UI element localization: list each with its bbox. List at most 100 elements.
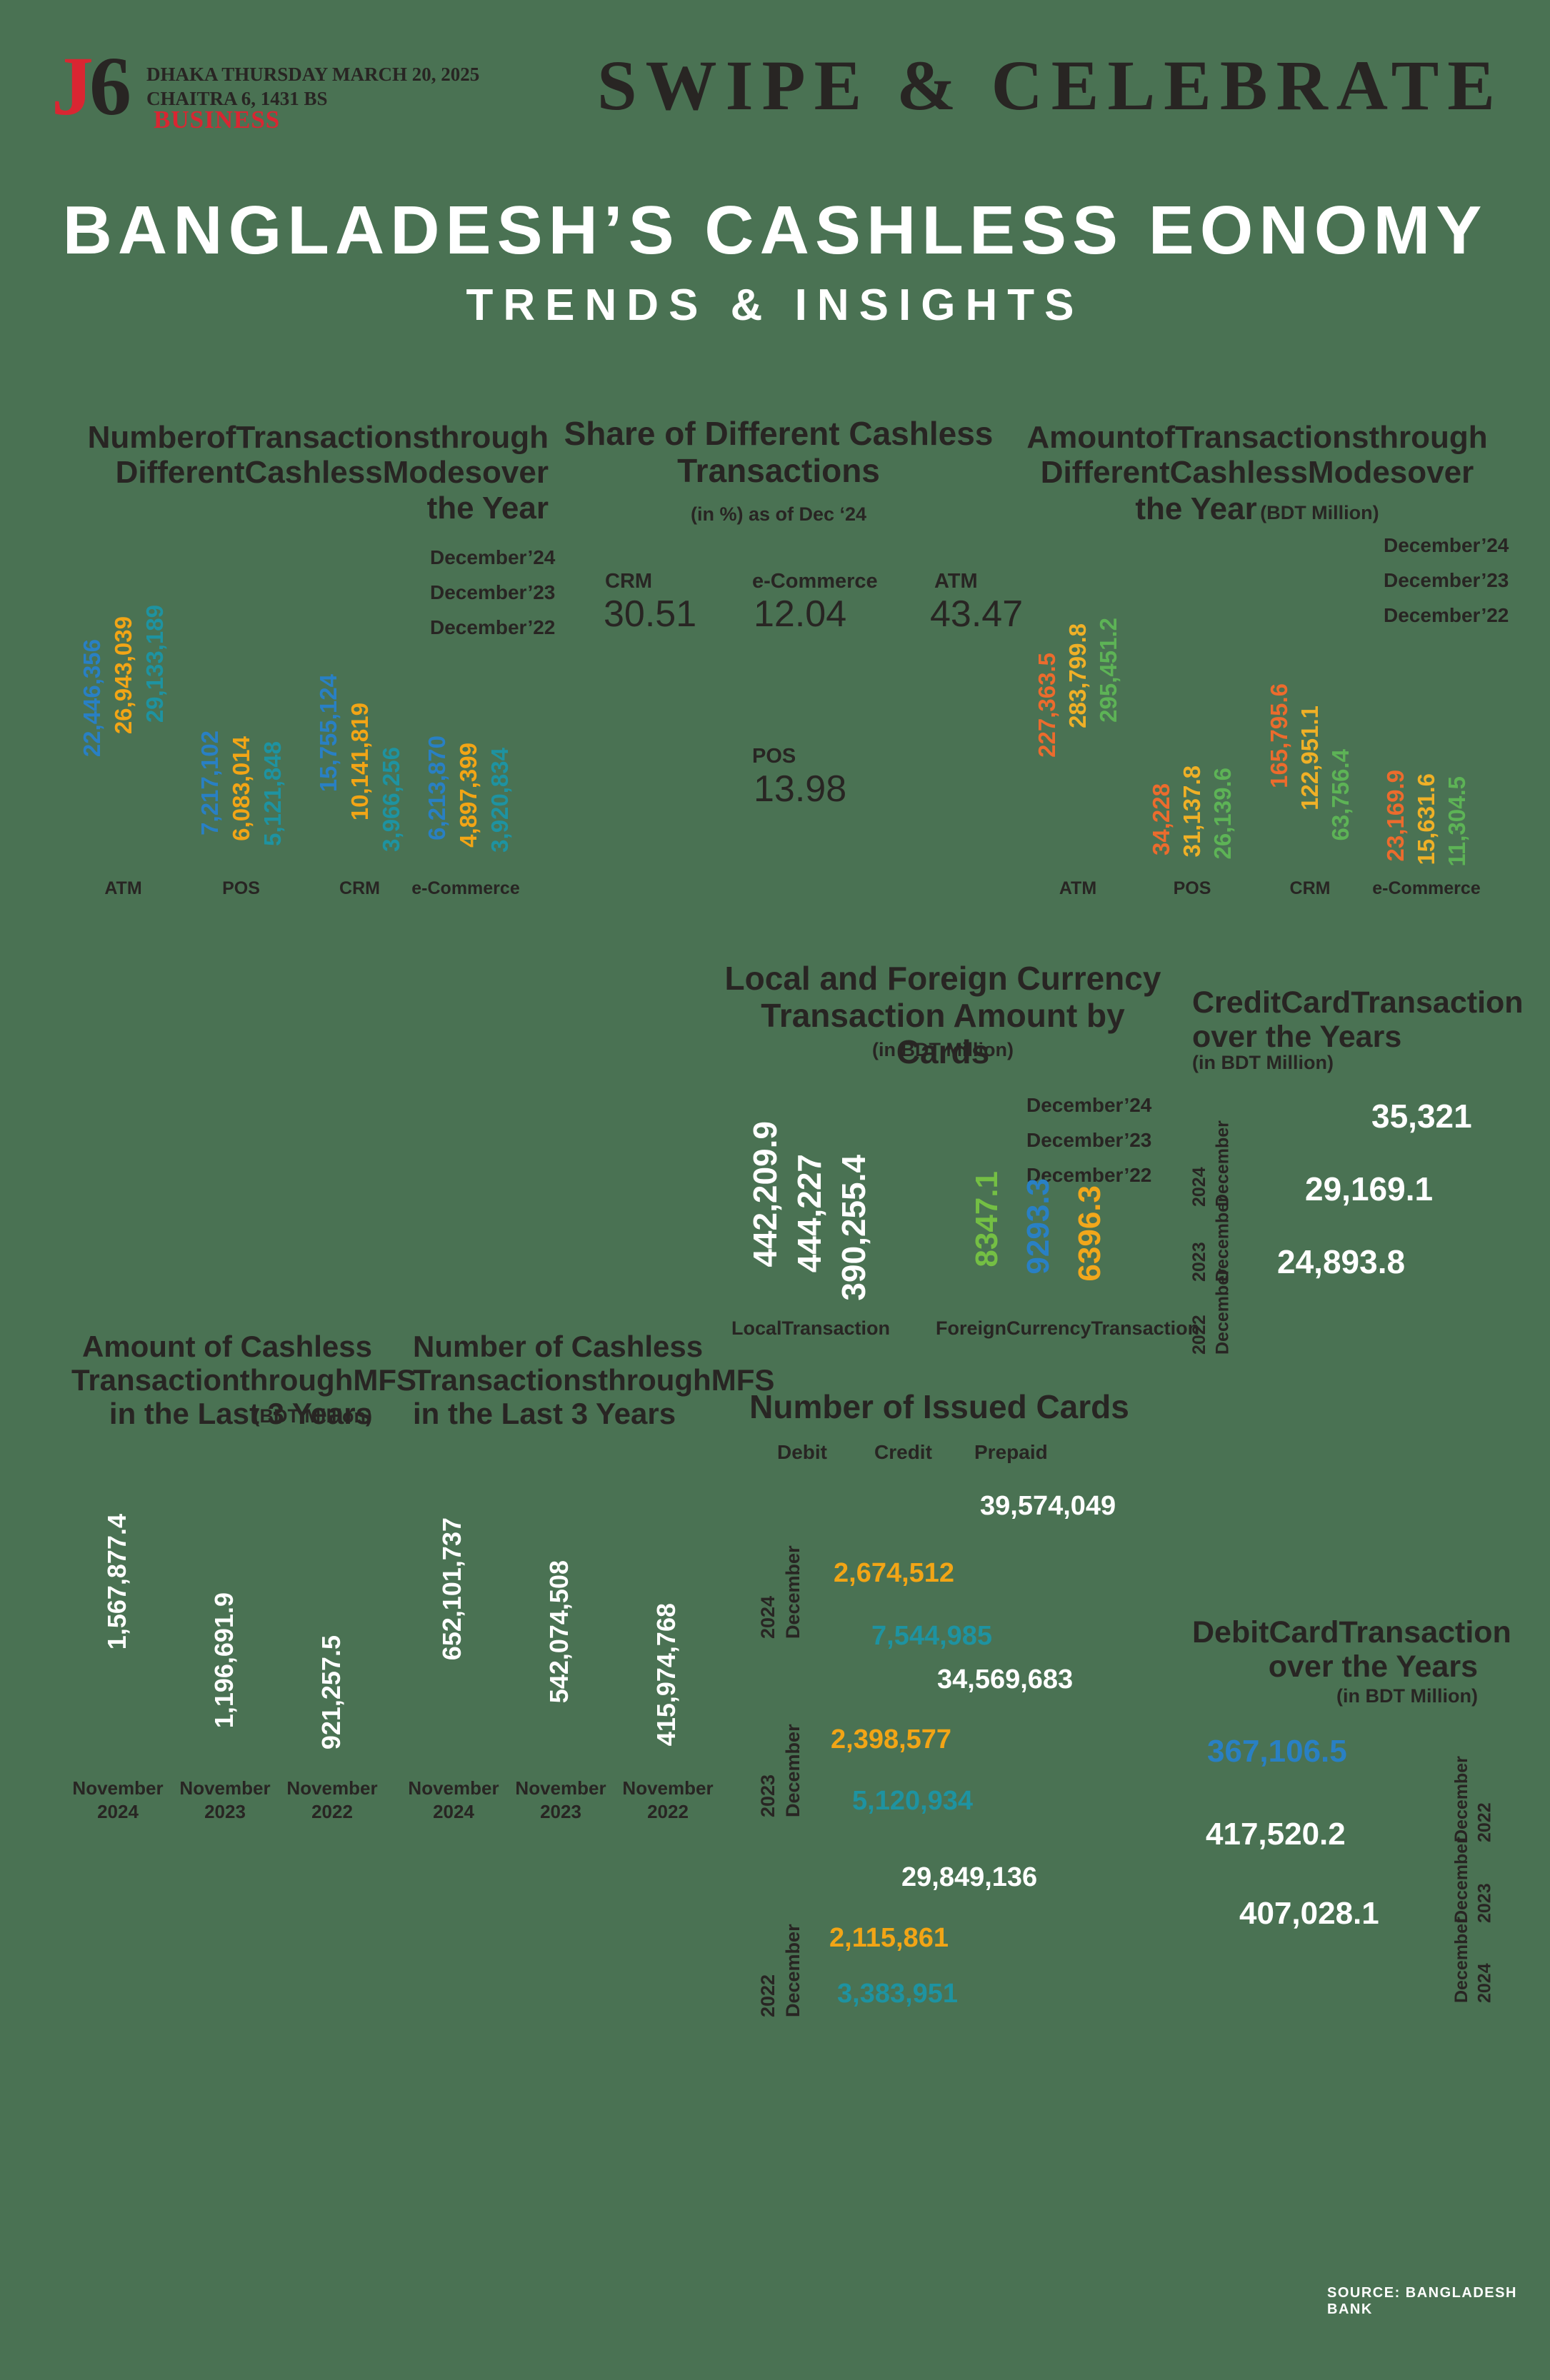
legend-item: December’22 (430, 616, 556, 638)
page-code: J6 (51, 44, 131, 129)
row-label-2024: December 2024 (1451, 1917, 1495, 2003)
bar-value: 5,121,848 (259, 741, 286, 846)
bar-value: 26,943,039 (110, 616, 136, 734)
bar-group-atm: 227,363.5 283,799.8 295,451.2 (1034, 537, 1121, 873)
chart-legend: December’24 December’23 December’22 (430, 546, 555, 651)
chart-unit: (in BDT Million) (1192, 1052, 1334, 1073)
page-title: BANGLADESH’S CASHLESS EONOMY (62, 192, 1488, 268)
legend-item: December’24 (430, 546, 556, 568)
legend-item: December’22 (1384, 604, 1509, 626)
legend-item: December’24 (1026, 1094, 1152, 1116)
row-label-2022: December 2022 (757, 1924, 804, 2017)
chart-legend: December’24 December’23 December’22 (1384, 534, 1509, 639)
column-header-prepaid: Prepaid (974, 1441, 1048, 1463)
credit-2022: 2,115,861 (829, 1923, 949, 1953)
legend-item: December’24 (1384, 534, 1509, 556)
bar-group-crm: 15,755,124 10,141,819 3,966,256 (315, 537, 404, 873)
row-value-2023: 417,520.2 (1206, 1817, 1346, 1852)
bar-value: 227,363.5 (1034, 653, 1060, 758)
axis-label-crm: CRM (1289, 878, 1331, 898)
bar-value: 29,133,189 (141, 604, 168, 723)
bar-value: 444,227 (791, 1153, 828, 1272)
legend-item: December’22 (1026, 1164, 1152, 1186)
bar-value: 442,209.9 (746, 1121, 784, 1267)
bar-value: 6,083,014 (228, 736, 254, 841)
bar-group-crm: 165,795.6 122,951.1 63,756.4 (1266, 537, 1354, 873)
axis-label-crm: CRM (339, 878, 380, 898)
chart-unit: (BDT Million) (253, 1405, 372, 1427)
chart-title: Local and Foreign Currency Transaction A… (724, 960, 1161, 1071)
bar-group-atm: 22,446,356 26,943,039 29,133,189 (79, 537, 168, 873)
legend-item: December’23 (430, 581, 556, 603)
bar-group-ecommerce: 23,169.9 15,631.6 11,304.5 (1382, 537, 1470, 873)
bar-value: 9293.3 (1021, 1178, 1056, 1275)
row-label-2022: December 2022 (1189, 1268, 1233, 1355)
chart-title: Number of Cashless TransactionsthroughMF… (413, 1330, 775, 1431)
bar-value: 921,257.5 (316, 1635, 346, 1749)
bar-value: 1,567,877.4 (102, 1513, 131, 1650)
chart-title: DebitCardTransaction over the Years (1192, 1615, 1511, 1684)
bar-group-ecommerce: 6,213,870 4,897,399 3,920,834 (424, 537, 513, 873)
row-value-2024: 407,028.1 (1239, 1896, 1379, 1931)
bar-value: 15,755,124 (315, 673, 341, 792)
bar-value: 3,920,834 (486, 748, 513, 853)
axis-label-nov24: November 2024 (72, 1777, 164, 1822)
bar-group-mfs-count: 652,101,737 542,074,508 415,974,768 (437, 1428, 681, 1757)
bar-value: 295,451.2 (1095, 618, 1121, 723)
bar-value: 542,074,508 (544, 1560, 574, 1703)
bar-value: 415,974,768 (651, 1602, 681, 1746)
bar-group-pos: 34,228 31,137.8 26,139.6 (1148, 537, 1236, 873)
bar-value: 283,799.8 (1064, 623, 1091, 728)
bar-value: 652,101,737 (437, 1517, 466, 1660)
bar-value: 26,139.6 (1209, 767, 1236, 859)
axis-label-ecommerce: e-Commerce (1372, 878, 1481, 898)
row-value-2022: 367,106.5 (1207, 1734, 1347, 1769)
share-value-pos: 13.98 (754, 768, 847, 810)
legend-item: December’23 (1384, 569, 1509, 591)
bar-value: 63,756.4 (1327, 748, 1354, 840)
bar-value: 7,217,102 (196, 730, 223, 835)
axis-label-pos: POS (1173, 878, 1211, 898)
share-label-atm: ATM (934, 570, 978, 593)
row-label-2024: December 2024 (757, 1545, 804, 1639)
chart-unit: (in BDT Million) (1336, 1685, 1478, 1707)
axis-label-local: LocalTransaction (731, 1317, 891, 1339)
credit-2024: 2,674,512 (834, 1558, 955, 1588)
debit-2022: 29,849,136 (901, 1862, 1038, 1892)
chart-title: Share of Different Cashless Transactions (564, 415, 994, 489)
bar-value: 390,255.4 (835, 1155, 872, 1301)
share-label-pos: POS (752, 745, 796, 768)
bar-value: 1,196,691.9 (209, 1592, 239, 1728)
bar-value: 11,304.5 (1444, 776, 1470, 867)
chart-title: NumberofTransactionsthrough DifferentCas… (87, 420, 549, 526)
section-label: BUSINESS (154, 106, 281, 134)
bar-value: 22,446,356 (79, 638, 105, 757)
column-header-debit: Debit (777, 1441, 827, 1463)
row-value-2024: 35,321 (1371, 1098, 1472, 1135)
share-value-crm: 30.51 (604, 593, 697, 635)
debit-2024: 39,574,049 (980, 1491, 1116, 1521)
bar-value: 6,213,870 (424, 735, 450, 840)
page-code-letter: J (51, 39, 94, 133)
axis-label-atm: ATM (104, 878, 142, 898)
source-credit: SOURCE: BANGLADESH BANK (1327, 2285, 1517, 2317)
axis-label-ecommerce: e-Commerce (411, 878, 520, 898)
bar-value: 6396.3 (1072, 1185, 1107, 1282)
share-label-crm: CRM (605, 570, 653, 593)
bar-group-pos: 7,217,102 6,083,014 5,121,848 (196, 537, 286, 873)
row-value-2023: 29,169.1 (1305, 1170, 1434, 1207)
axis-label-atm: ATM (1059, 878, 1097, 898)
prepaid-2023: 5,120,934 (852, 1786, 974, 1816)
axis-label-nov22: November 2022 (622, 1777, 714, 1822)
column-header-credit: Credit (874, 1441, 932, 1463)
prepaid-2024: 7,544,985 (871, 1621, 993, 1651)
axis-label-nov22: November 2022 (286, 1777, 378, 1822)
masthead-banner: SWIPE & CELEBRATE (596, 46, 1504, 125)
axis-label-foreign: ForeignCurrencyTransaction (936, 1317, 1200, 1339)
bar-value: 34,228 (1148, 783, 1174, 855)
bar-value: 31,137.8 (1179, 765, 1205, 857)
share-value-ecommerce: 12.04 (754, 593, 847, 635)
axis-label-nov24: November 2024 (408, 1777, 499, 1822)
bar-value: 10,141,819 (346, 702, 373, 820)
bar-group-local: 442,209.9 444,227 390,255.4 (746, 1071, 872, 1307)
